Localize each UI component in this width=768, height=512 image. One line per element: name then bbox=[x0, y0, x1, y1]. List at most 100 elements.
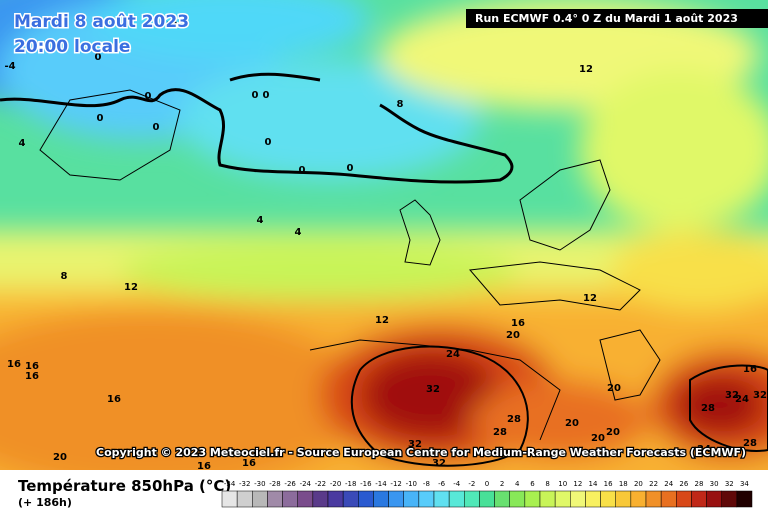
legend-label: 8 bbox=[545, 480, 549, 488]
legend-label: 24 bbox=[664, 480, 673, 488]
legend-label: -6 bbox=[438, 480, 446, 488]
legend-label: -26 bbox=[284, 480, 296, 488]
legend-swatch bbox=[448, 490, 465, 508]
contour-label: 16 bbox=[511, 318, 525, 329]
legend-label: 16 bbox=[604, 480, 613, 488]
legend-swatch bbox=[706, 490, 722, 508]
legend-label: 26 bbox=[679, 480, 688, 488]
contour-label: 28 bbox=[493, 427, 507, 438]
legend-label: 14 bbox=[589, 480, 598, 488]
contour-label: 12 bbox=[375, 315, 389, 326]
contour-label: 20 bbox=[565, 418, 579, 429]
run-info: Run ECMWF 0.4° 0 Z du Mardi 1 août 2023 bbox=[475, 12, 738, 25]
legend-swatch bbox=[494, 490, 510, 508]
legend-swatch bbox=[312, 490, 329, 508]
legend-label: -22 bbox=[315, 480, 326, 488]
contour-label: 12 bbox=[124, 282, 138, 293]
contour-label: 20 bbox=[506, 330, 520, 341]
contour-label: -4 bbox=[166, 17, 177, 28]
legend-swatch bbox=[554, 490, 571, 508]
contour-label: 0 bbox=[265, 137, 272, 148]
contour-label: -4 bbox=[4, 61, 15, 72]
contour-label: 32 bbox=[426, 384, 440, 395]
isotherm-32 bbox=[350, 345, 768, 467]
legend-label: 10 bbox=[558, 480, 567, 488]
contour-label: 28 bbox=[701, 403, 715, 414]
contour-label: 28 bbox=[507, 414, 521, 425]
legend-label: -10 bbox=[406, 480, 417, 488]
legend-swatch bbox=[358, 490, 374, 508]
contour-label: 4 bbox=[295, 227, 302, 238]
legend-swatch bbox=[630, 490, 647, 508]
legend-swatch bbox=[464, 490, 480, 508]
legend-label: -28 bbox=[269, 480, 280, 488]
contour-label: 0 bbox=[95, 52, 102, 63]
legend-label: -8 bbox=[423, 480, 430, 488]
legend-label: -18 bbox=[345, 480, 356, 488]
legend-label: 22 bbox=[649, 480, 658, 488]
legend-swatch bbox=[297, 490, 314, 508]
legend-label: 12 bbox=[573, 480, 582, 488]
contour-label: 20 bbox=[53, 452, 67, 463]
legend-swatch bbox=[721, 490, 738, 508]
contour-label: 4 bbox=[19, 138, 26, 149]
contour-label: 8 bbox=[397, 99, 404, 110]
contour-label: 24 bbox=[446, 349, 460, 360]
run-box bbox=[466, 9, 768, 28]
contour-label: 0 bbox=[97, 113, 104, 124]
legend-swatch bbox=[373, 490, 389, 508]
legend-swatch bbox=[691, 490, 707, 508]
contour-label: 16 bbox=[25, 361, 39, 372]
zero-isotherm bbox=[0, 72, 514, 184]
contour-label: 0 bbox=[145, 91, 152, 102]
legend-swatch bbox=[585, 490, 601, 508]
contour-label: 0 bbox=[153, 122, 160, 133]
contour-label: 24 bbox=[697, 444, 711, 455]
legend-swatch bbox=[570, 490, 586, 508]
legend-label: -4 bbox=[453, 480, 461, 488]
color-legend: -34 -32 -30 -28 -26 -24 -22 -20 -18 -16 -14 -12 -10-… bbox=[221, 480, 753, 508]
legend-swatch bbox=[282, 490, 298, 508]
contour-label: 16 bbox=[25, 371, 39, 382]
contour-label: 28 bbox=[743, 438, 757, 449]
lead-time: (+ 186h) bbox=[18, 496, 72, 509]
contour-label: 16 bbox=[7, 359, 21, 370]
legend-label: -24 bbox=[300, 480, 312, 488]
legend-swatch bbox=[403, 490, 420, 508]
legend-label: -30 bbox=[254, 480, 265, 488]
legend-swatch bbox=[342, 490, 359, 508]
contour-label: 12 bbox=[579, 64, 593, 75]
legend-swatch bbox=[660, 490, 677, 508]
contour-label: 0 bbox=[299, 165, 306, 176]
coastlines bbox=[39, 89, 661, 441]
legend-swatch bbox=[524, 490, 541, 508]
legend-label: -12 bbox=[390, 480, 401, 488]
legend-swatch bbox=[676, 490, 692, 508]
footer-title: Température 850hPa (°C) bbox=[18, 477, 231, 495]
legend-label: -2 bbox=[468, 480, 475, 488]
contour-label: 16 bbox=[743, 364, 757, 375]
legend-swatch bbox=[433, 490, 450, 508]
contour-label: 4 bbox=[257, 215, 264, 226]
legend-swatch bbox=[252, 490, 268, 508]
legend-label: 6 bbox=[530, 480, 535, 488]
contour-label: 8 bbox=[61, 271, 68, 282]
contour-label: 16 bbox=[242, 458, 256, 469]
copyright: Copyright © 2023 Meteociel.fr - Source E… bbox=[96, 446, 746, 459]
contour-label: 0 bbox=[347, 163, 354, 174]
legend-label: 2 bbox=[500, 480, 504, 488]
legend-label: -34 bbox=[224, 480, 236, 488]
legend-label: -20 bbox=[330, 480, 341, 488]
legend-swatch bbox=[327, 490, 344, 508]
legend-label: 20 bbox=[634, 480, 643, 488]
legend-label: 34 bbox=[740, 480, 749, 488]
legend-swatch bbox=[388, 490, 404, 508]
legend-swatch bbox=[236, 490, 253, 508]
legend-label: 30 bbox=[710, 480, 719, 488]
legend-label: 28 bbox=[695, 480, 704, 488]
contour-label: 24 bbox=[735, 394, 749, 405]
contour-label: 0 bbox=[263, 90, 270, 101]
